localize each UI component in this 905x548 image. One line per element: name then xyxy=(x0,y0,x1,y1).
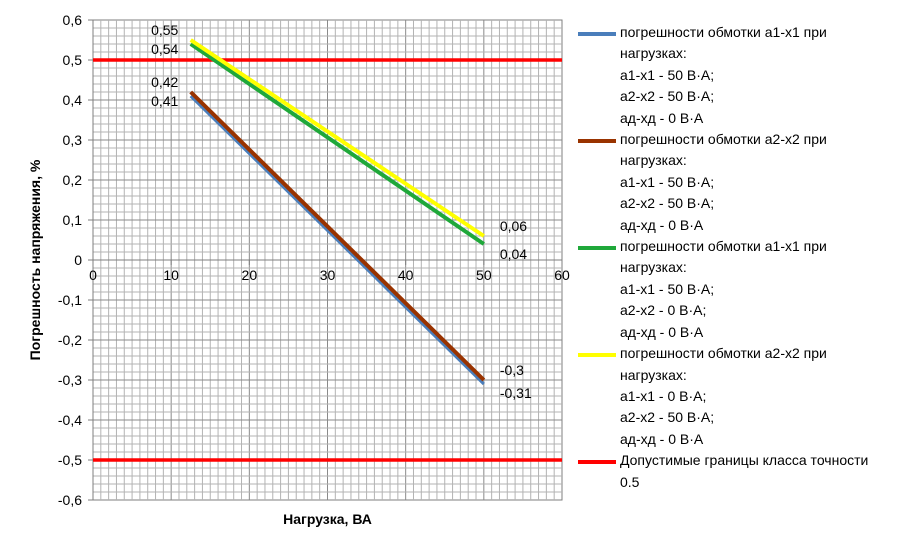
y-tick-label: 0,3 xyxy=(63,132,83,148)
x-tick-label: 40 xyxy=(398,267,414,283)
data-label: 0,06 xyxy=(500,218,527,234)
x-tick-label: 60 xyxy=(554,267,570,283)
legend-label: а2-х2 - 50 В·А; xyxy=(620,195,715,212)
y-tick-label: 0,5 xyxy=(63,52,83,68)
legend-label: а2-х2 - 50 В·А; xyxy=(620,409,715,426)
y-tick-label: 0,6 xyxy=(63,12,83,28)
legend-label: нагрузках: xyxy=(620,45,687,62)
legend-item: Допустимые границы класса точности 0.5 xyxy=(578,450,898,493)
data-labels: 0,41 -0,31 0,42 -0,3 0,54 0,04 0,55 0,06 xyxy=(151,22,532,401)
legend-swatch xyxy=(578,353,616,358)
data-label: 0,42 xyxy=(151,74,178,90)
legend-label: нагрузках: xyxy=(620,259,687,276)
x-tick-label: 30 xyxy=(320,267,336,283)
y-tick-label: -0,4 xyxy=(58,412,82,428)
x-tick-label: 10 xyxy=(163,267,179,283)
legend-label: погрешности обмотки а1-х1 при xyxy=(620,238,827,255)
legend: погрешности обмотки а1-х1 при нагрузках: а… xyxy=(578,22,898,493)
legend-label: нагрузках: xyxy=(620,366,687,383)
y-tick-label: -0,3 xyxy=(58,372,82,388)
series-line-4 xyxy=(189,38,485,238)
legend-label: погрешности обмотки а1-х1 при xyxy=(620,24,827,40)
data-label: -0,31 xyxy=(500,385,532,401)
legend-item: погрешности обмотки а2-х2 при нагрузках: а… xyxy=(578,343,898,450)
legend-label: а2-х2 - 0 В·А; xyxy=(620,302,707,319)
data-label: -0,3 xyxy=(500,362,524,378)
legend-label: ад-хд - 0 В·А xyxy=(620,323,704,340)
x-axis-title: Нагрузка, ВА xyxy=(283,511,372,527)
series xyxy=(189,38,486,386)
legend-swatch xyxy=(578,139,616,144)
y-tick-label: 0 xyxy=(74,252,82,268)
legend-label: погрешности обмотки а2-х2 при xyxy=(620,131,827,148)
legend-item: погрешности обмотки а1-х1 при нагрузках: а… xyxy=(578,236,898,343)
legend-label: Допустимые границы класса точности xyxy=(620,452,869,469)
y-tick-label: 0,4 xyxy=(63,92,83,108)
series-line-1 xyxy=(189,94,485,386)
y-tick-label: -0,5 xyxy=(58,452,82,468)
series-line-3 xyxy=(189,42,485,246)
data-label: 0,54 xyxy=(151,41,178,57)
y-tick-label: 0,1 xyxy=(63,212,83,228)
legend-item: погрешности обмотки а1-х1 при нагрузках: а… xyxy=(578,22,898,129)
legend-label: а1-х1 - 50 В·А; xyxy=(620,66,715,83)
legend-label: а1-х1 - 50 В·А; xyxy=(620,280,715,297)
data-label: 0,55 xyxy=(151,22,178,38)
y-tick-label: -0,1 xyxy=(58,292,82,308)
x-tick-label: 0 xyxy=(89,267,97,283)
y-tick-label: -0,6 xyxy=(58,492,82,508)
legend-label: а1-х1 - 50 В·А; xyxy=(620,173,715,190)
axes: 0 10 20 30 40 50 60 0,6 0,5 0,4 0,3 0,2 0,1 0 -0,1 -0,2… xyxy=(58,12,570,508)
legend-swatch xyxy=(578,460,616,465)
x-tick-label: 50 xyxy=(476,267,492,283)
legend-label: а1-х1 - 0 В·А; xyxy=(620,387,707,404)
legend-label: погрешности обмотки а2-х2 при xyxy=(620,345,827,362)
series-line-2 xyxy=(189,90,486,382)
legend-item: погрешности обмотки а2-х2 при нагрузках: а… xyxy=(578,129,898,236)
y-tick-label: 0,2 xyxy=(63,172,83,188)
legend-label: ад-хд - 0 В·А xyxy=(620,109,704,126)
data-label: 0,04 xyxy=(500,246,527,262)
x-tick-label: 20 xyxy=(242,267,258,283)
legend-swatch xyxy=(578,246,616,251)
legend-label: 0.5 xyxy=(620,473,640,490)
legend-label: нагрузках: xyxy=(620,152,687,169)
legend-label: а2-х2 - 50 В·А; xyxy=(620,88,715,105)
limit-lines xyxy=(93,58,562,462)
data-label: 0,41 xyxy=(151,93,178,109)
y-axis-title: Погрешность напряжения, % xyxy=(27,159,43,360)
legend-label: ад-хд - 0 В·А xyxy=(620,430,704,447)
legend-label: ад-хд - 0 В·А xyxy=(620,216,704,233)
legend-swatch xyxy=(578,32,616,36)
y-tick-label: -0,2 xyxy=(58,332,82,348)
